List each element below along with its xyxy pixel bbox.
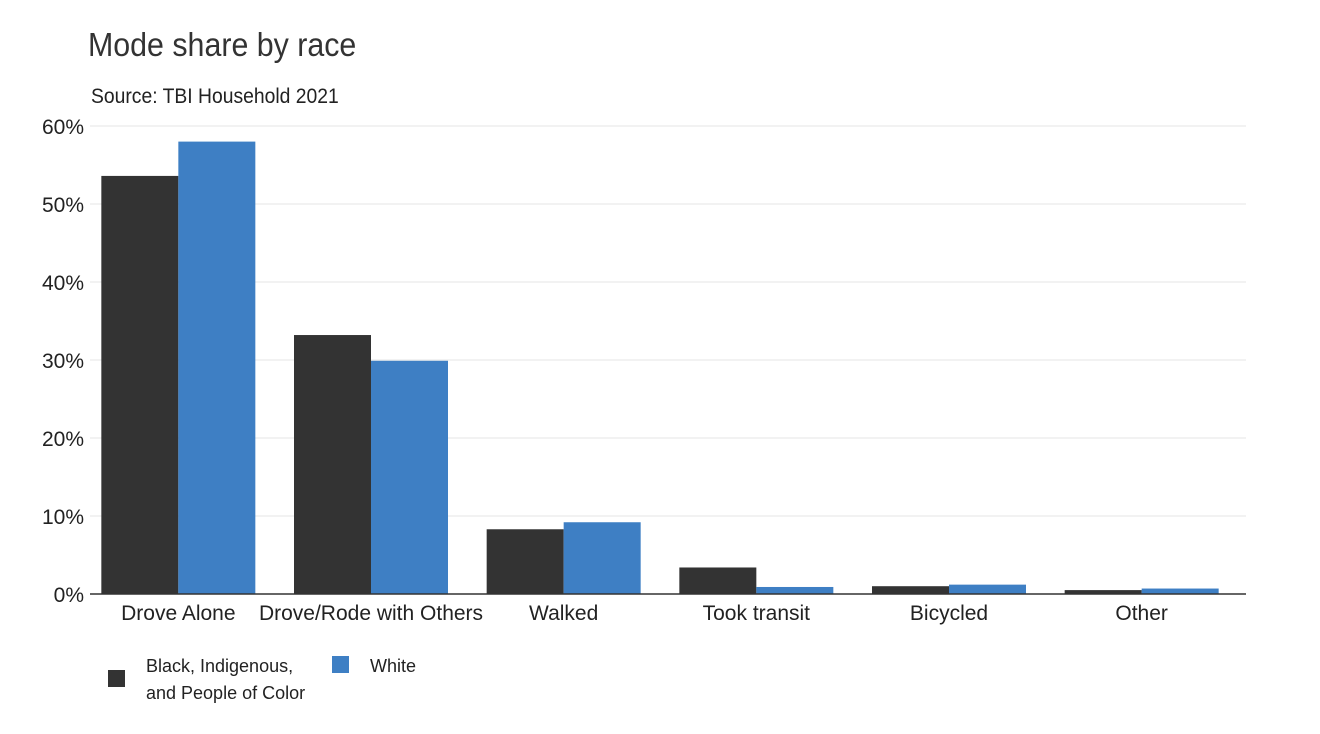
bar-bipoc [679,567,757,594]
legend-item-white: White [332,653,416,680]
bar-white [949,584,1026,594]
x-tick-label: Took transit [703,602,811,625]
y-tick-label: 0% [54,584,84,607]
legend-item-bipoc: Black, Indigenous, and People of Color [108,653,306,707]
legend-swatch-white [332,656,349,673]
x-tick-label: Other [1115,602,1168,625]
x-tick-label: Bicycled [910,602,988,625]
legend-label-bipoc: Black, Indigenous, and People of Color [146,656,306,703]
y-tick-label: 40% [42,272,84,295]
chart-subtitle: Source: TBI Household 2021 [91,85,339,108]
y-tick-label: 30% [42,350,84,373]
legend-label-white: White [370,656,417,676]
bar-bipoc [294,335,371,594]
y-tick-label: 20% [42,428,84,451]
x-tick-label: Walked [529,602,598,625]
y-tick-label: 60% [42,116,84,139]
x-tick-label: Drove/Rode with Others [259,602,483,625]
bar-white [756,586,834,594]
legend: Black, Indigenous, and People of Color W… [108,653,442,707]
bar-white [371,360,448,594]
bar-bipoc [1064,590,1142,594]
x-tick-label: Drove Alone [121,602,235,625]
bar-bipoc [872,586,949,594]
bar-bipoc [101,175,179,595]
legend-swatch-bipoc [108,670,125,687]
bar-bipoc [486,529,564,594]
chart-title: Mode share by race [88,26,357,63]
bar-white [1141,588,1219,594]
bar-white [178,141,256,594]
y-tick-label: 10% [42,506,84,529]
y-tick-label: 50% [42,194,84,217]
bar-white [563,522,641,594]
